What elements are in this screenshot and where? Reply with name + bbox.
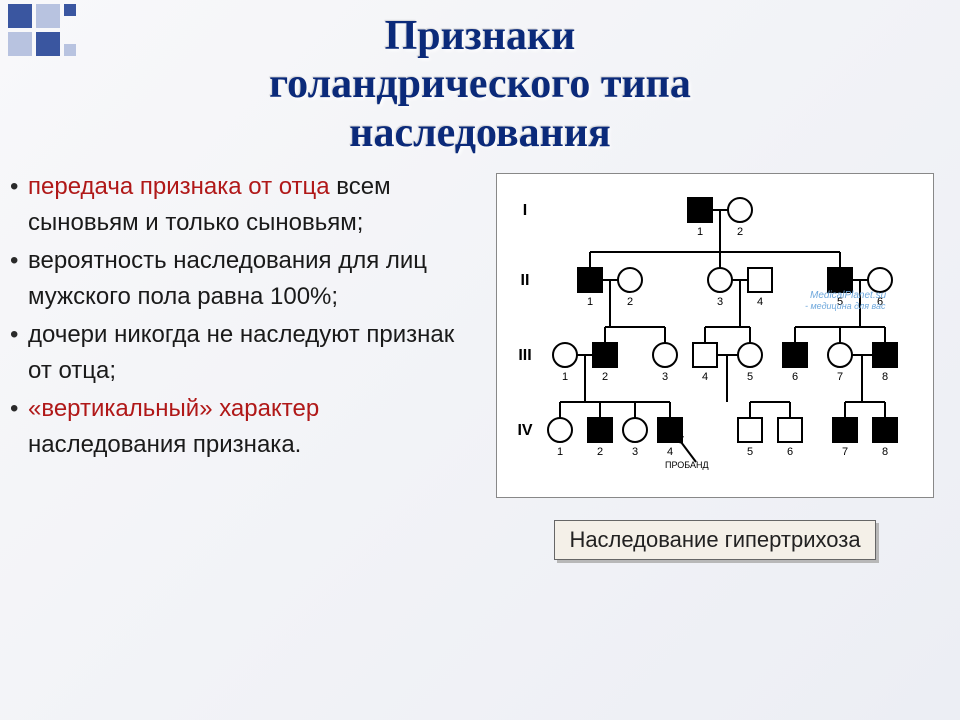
bullet-item: дочери никогда не наследуют признак от о… — [10, 317, 480, 389]
proband-label: ПРОБАНД — [665, 460, 709, 470]
pedigree-num: 3 — [662, 371, 668, 383]
title-line-1: Признаки — [0, 12, 960, 60]
diagram-panel: 12123456123456781234ПРОБАНД5678IIIIIIIVM… — [488, 169, 942, 560]
pedigree-num: 3 — [717, 296, 723, 308]
pedigree-num: 4 — [757, 296, 763, 308]
pedigree-female — [553, 343, 577, 367]
pedigree-female — [828, 343, 852, 367]
title-line-2: голандрического типа — [0, 60, 960, 108]
pedigree-male — [873, 343, 897, 367]
pedigree-num: 2 — [597, 446, 603, 458]
title-line-3: наследования — [0, 109, 960, 157]
pedigree-num: 2 — [627, 296, 633, 308]
pedigree-female — [738, 343, 762, 367]
gen-label: I — [523, 202, 527, 219]
pedigree-female — [653, 343, 677, 367]
pedigree-num: 2 — [737, 226, 743, 238]
pedigree-num: 8 — [882, 446, 888, 458]
pedigree-num: 5 — [747, 371, 753, 383]
pedigree-num: 4 — [667, 446, 673, 458]
pedigree-chart: 12123456123456781234ПРОБАНД5678IIIIIIIVM… — [505, 180, 925, 490]
pedigree-male — [833, 418, 857, 442]
bullet-highlight: «вертикальный» характер — [28, 395, 319, 422]
pedigree-female — [708, 268, 732, 292]
slide-title: Признаки голандрического типа наследован… — [0, 0, 960, 157]
pedigree-male — [578, 268, 602, 292]
pedigree-male — [783, 343, 807, 367]
pedigree-male — [593, 343, 617, 367]
pedigree-num: 5 — [747, 446, 753, 458]
pedigree-num: 2 — [602, 371, 608, 383]
gen-label: III — [518, 347, 531, 364]
pedigree-female — [728, 198, 752, 222]
pedigree-num: 1 — [562, 371, 568, 383]
pedigree-num: 1 — [557, 446, 563, 458]
pedigree-male — [693, 343, 717, 367]
pedigree-num: 6 — [787, 446, 793, 458]
watermark-line: MedicalPlanet.su — [810, 290, 887, 301]
bullet-item: передача признака от отца всем сыновьям … — [10, 169, 480, 241]
pedigree-num: 7 — [842, 446, 848, 458]
content-area: передача признака от отца всем сыновьям … — [0, 157, 960, 560]
pedigree-num: 7 — [837, 371, 843, 383]
pedigree-num: 4 — [702, 371, 708, 383]
bullet-item: «вертикальный» характер наследования при… — [10, 391, 480, 463]
pedigree-male — [748, 268, 772, 292]
pedigree-male — [588, 418, 612, 442]
pedigree-male — [688, 198, 712, 222]
pedigree-female — [868, 268, 892, 292]
pedigree-frame: 12123456123456781234ПРОБАНД5678IIIIIIIVM… — [496, 173, 934, 498]
pedigree-num: 6 — [792, 371, 798, 383]
pedigree-male — [738, 418, 762, 442]
pedigree-female — [618, 268, 642, 292]
diagram-caption: Наследование гипертрихоза — [554, 520, 875, 560]
pedigree-num: 8 — [882, 371, 888, 383]
bullet-highlight: передача признака от отца — [28, 173, 330, 200]
gen-label: II — [521, 272, 530, 289]
pedigree-female — [548, 418, 572, 442]
bullet-list: передача признака от отца всем сыновьям … — [10, 169, 480, 463]
bullet-list-panel: передача признака от отца всем сыновьям … — [10, 169, 480, 560]
pedigree-num: 3 — [632, 446, 638, 458]
watermark-line: - медицина для вас — [805, 301, 886, 311]
bullet-item: вероятность наследования для лиц мужског… — [10, 243, 480, 315]
pedigree-num: 1 — [697, 226, 703, 238]
pedigree-male — [873, 418, 897, 442]
gen-label: IV — [517, 422, 532, 439]
pedigree-female — [623, 418, 647, 442]
pedigree-male — [778, 418, 802, 442]
pedigree-male — [828, 268, 852, 292]
pedigree-num: 1 — [587, 296, 593, 308]
corner-decoration — [0, 0, 120, 80]
